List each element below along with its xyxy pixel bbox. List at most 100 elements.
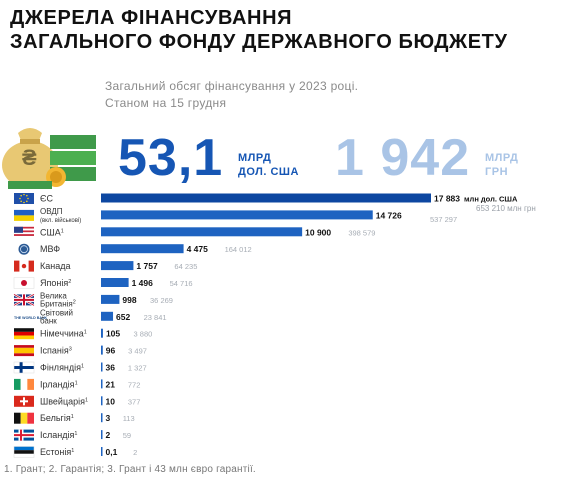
uah-value-label: 653 210 млн грн xyxy=(476,204,536,213)
bar-13 xyxy=(101,413,103,423)
money-bag-icon: ₴ xyxy=(2,128,96,189)
usd-value-label: 1 757 xyxy=(136,261,158,271)
bar-8 xyxy=(101,328,103,338)
svg-text:THE WORLD BANK: THE WORLD BANK xyxy=(14,316,48,320)
usd-value-label: 36 xyxy=(106,363,116,373)
chart-row-2: США1 10 900 398 579 xyxy=(14,226,375,238)
category-label: Фінляндія1 xyxy=(40,363,84,373)
svg-text:₴: ₴ xyxy=(22,145,37,170)
total-usd-unit: МЛРД ДОЛ. США xyxy=(238,151,299,179)
uk-flag-icon xyxy=(13,293,35,307)
chart-row-10: Фінляндія1 36 1 327 xyxy=(13,361,147,374)
usd-value-label: 10 900 xyxy=(305,227,331,237)
uah-value-label: 113 xyxy=(123,414,135,423)
uah-value-label: 537 297 xyxy=(430,215,457,224)
category-sublabel: (вкл. військові) xyxy=(40,217,81,224)
usd-value-label: 17 883 млн дол. США xyxy=(434,194,518,204)
canada-flag-icon xyxy=(14,260,34,272)
category-label: Канада xyxy=(40,261,70,271)
uah-value-label: 377 xyxy=(128,397,141,406)
bar-10 xyxy=(101,362,103,372)
ireland-flag-icon xyxy=(14,378,34,390)
uah-value-label: 54 716 xyxy=(170,279,193,288)
uah-value-label: 3 497 xyxy=(128,347,147,356)
category-label: Ірландія1 xyxy=(40,379,78,389)
usd-value-label: 4 475 xyxy=(187,244,209,254)
category-label: ОВДП xyxy=(40,207,63,216)
uah-value-label: 164 012 xyxy=(225,245,252,254)
bar-9 xyxy=(101,345,103,355)
bar-6 xyxy=(101,294,120,304)
usd-value-label: 652 xyxy=(116,312,130,322)
bar-2 xyxy=(101,227,303,237)
title-line-1: ДЖЕРЕЛА ФІНАНСУВАННЯ xyxy=(10,7,293,29)
category-label: Іспанія3 xyxy=(40,346,72,356)
uah-value-label: 772 xyxy=(128,380,141,389)
category-sublabel: банк xyxy=(40,316,57,325)
finland-flag-icon xyxy=(13,361,35,374)
usd-value-label: 10 xyxy=(106,396,116,406)
uah-value-label: 1 327 xyxy=(128,364,147,373)
chart-row-15: Естонія1 0,1 2 xyxy=(13,446,137,458)
chart-row-14: Ісландія1 2 59 xyxy=(14,429,131,441)
bar-0 xyxy=(101,193,431,203)
estonia-flag-icon xyxy=(13,446,35,458)
chart-row-9: Іспанія3 96 3 497 xyxy=(14,345,147,357)
category-label: ЄС xyxy=(40,194,53,204)
bar-5 xyxy=(101,278,129,287)
category-label: МВФ xyxy=(40,244,60,254)
subtitle: Загальний обсяг фінансування у 2023 році… xyxy=(105,78,358,112)
uah-value-label: 2 xyxy=(133,448,137,457)
usd-value-label: 21 xyxy=(106,379,116,389)
uah-value-label: 3 880 xyxy=(134,330,153,339)
chart-row-4: Канада 1 757 64 235 xyxy=(14,260,197,272)
category-sublabel: Британія2 xyxy=(40,299,76,308)
page-title: ДЖЕРЕЛА ФІНАНСУВАННЯ ЗАГАЛЬНОГО ФОНДУ ДЕ… xyxy=(10,6,508,54)
usd-value-label: 3 xyxy=(106,413,111,423)
category-label: Ісландія1 xyxy=(40,430,77,440)
bar-4 xyxy=(101,261,134,271)
title-line-2: ЗАГАЛЬНОГО ФОНДУ ДЕРЖАВНОГО БЮДЖЕТУ xyxy=(10,31,508,53)
bar-1 xyxy=(101,210,373,220)
bar-14 xyxy=(101,430,103,440)
bar-7 xyxy=(101,311,114,321)
total-usd: 53,1 xyxy=(118,129,224,187)
spain-flag-icon xyxy=(14,345,34,357)
chart-row-3: МВФ 4 475 164 012 xyxy=(18,243,252,255)
category-label: Естонія1 xyxy=(40,447,74,457)
eu-flag-icon xyxy=(14,193,34,204)
chart-row-1: ОВДП(вкл. військові) 14 726 537 297 xyxy=(14,207,457,224)
uah-value-label: 59 xyxy=(123,431,131,440)
total-uah-unit: МЛРД ГРН xyxy=(485,151,518,179)
total-uah-unit-line-1: МЛРД xyxy=(485,152,519,164)
usd-value-label: 14 726 xyxy=(376,210,402,220)
footnote: 1. Грант; 2. Гарантія; 3. Грант і 43 млн… xyxy=(4,464,256,475)
usd-value-label: 0,1 xyxy=(106,447,118,457)
uah-value-label: 23 841 xyxy=(144,313,167,322)
category-label: Японія2 xyxy=(40,278,71,288)
usd-value-label: 998 xyxy=(122,295,136,305)
total-uah: 1 942 xyxy=(335,129,471,187)
germany-flag-icon xyxy=(14,328,34,340)
ukraine-flag-icon xyxy=(14,209,34,221)
iceland-flag-icon xyxy=(14,429,34,441)
total-usd-unit-line-1: МЛРД xyxy=(238,152,272,164)
usd-value-label: 1 496 xyxy=(132,278,154,288)
japan-flag-icon xyxy=(13,277,35,289)
usd-value-label: 105 xyxy=(106,329,120,339)
category-label: Світовий xyxy=(40,308,73,317)
imf-logo-icon xyxy=(18,243,30,255)
total-uah-unit-line-2: ГРН xyxy=(485,166,509,178)
category-label: Бельгія1 xyxy=(40,413,74,423)
bar-12 xyxy=(101,396,103,406)
bar-11 xyxy=(101,379,103,389)
chart-row-13: Бельгія1 3 113 xyxy=(14,412,135,424)
uah-value-label: 398 579 xyxy=(348,228,375,237)
world-bank-logo-icon: THE WORLD BANK xyxy=(14,313,48,321)
chart-row-8: Німеччина1 105 3 880 xyxy=(14,328,153,340)
category-label: Швейцарія1 xyxy=(40,396,88,406)
